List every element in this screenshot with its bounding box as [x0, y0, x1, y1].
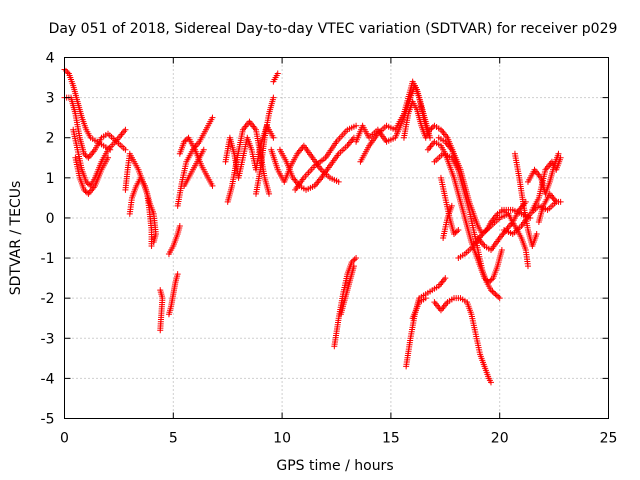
data-point — [524, 263, 531, 270]
data-point — [176, 222, 183, 229]
data-point — [453, 228, 460, 235]
data-point — [84, 180, 91, 187]
y-axis: -5 -4 -3 -2 -1 0 1 2 3 4 — [41, 51, 609, 428]
data-point — [348, 259, 355, 266]
y-axis-label: SDTVAR / TECUs — [8, 181, 24, 296]
y-tick-label: -4 — [41, 371, 55, 387]
x-tick-label: 0 — [60, 431, 69, 447]
data-point — [493, 292, 500, 299]
data-point — [335, 178, 342, 185]
data-point — [350, 263, 357, 270]
y-tick-label: 4 — [46, 51, 55, 67]
data-point — [270, 94, 277, 101]
y-tick-label: 2 — [46, 131, 55, 147]
x-tick-label: 10 — [273, 431, 291, 447]
data-point — [184, 136, 191, 143]
data-point — [157, 327, 164, 334]
data-point — [82, 188, 89, 195]
x-tick-label: 5 — [169, 431, 178, 447]
data-point — [64, 69, 71, 76]
data-point — [351, 256, 358, 263]
data-point — [148, 243, 155, 250]
data-point — [105, 154, 112, 161]
data-point — [492, 291, 499, 298]
data-point — [81, 186, 88, 193]
x-tick-label: 25 — [600, 431, 618, 447]
data-point — [452, 229, 459, 236]
data-point — [496, 295, 503, 302]
data-point — [448, 202, 455, 209]
chart-title: Day 051 of 2018, Sidereal Day-to-day VTE… — [49, 21, 618, 37]
data-point — [353, 255, 360, 262]
data-point — [86, 181, 93, 188]
data-point — [557, 154, 564, 161]
x-axis: 0 5 10 15 20 25 — [60, 57, 618, 447]
data-point — [150, 239, 157, 246]
data-point — [489, 288, 496, 295]
data-point — [498, 247, 505, 254]
data-point — [553, 198, 560, 205]
data-point — [487, 287, 494, 294]
data-point — [488, 276, 495, 283]
data-point — [209, 114, 216, 121]
data-point — [182, 137, 189, 144]
data-point — [200, 146, 207, 153]
x-tick-label: 20 — [491, 431, 509, 447]
data-point — [350, 257, 357, 264]
data-points — [61, 66, 564, 386]
x-axis-label: GPS time / hours — [276, 458, 393, 474]
data-point — [353, 122, 360, 129]
x-tick-label: 15 — [382, 431, 400, 447]
y-tick-label: -2 — [41, 291, 55, 307]
data-point — [181, 138, 188, 145]
y-tick-label: 1 — [46, 171, 55, 187]
data-point — [422, 295, 429, 302]
data-point — [266, 190, 273, 197]
data-point — [442, 275, 449, 282]
data-point — [81, 150, 88, 157]
data-point — [487, 379, 494, 386]
y-tick-label: -1 — [41, 251, 55, 267]
data-point — [122, 126, 129, 133]
y-tick-label: -3 — [41, 331, 55, 347]
data-point — [451, 230, 458, 237]
data-point — [428, 125, 435, 132]
data-point — [455, 166, 462, 173]
data-point — [555, 150, 562, 157]
data-point — [427, 126, 434, 133]
data-point — [62, 67, 69, 74]
data-point — [82, 152, 89, 159]
data-point — [83, 178, 90, 185]
data-point — [122, 146, 129, 153]
y-tick-label: 3 — [46, 91, 55, 107]
data-point — [174, 271, 181, 278]
y-tick-label: 0 — [46, 211, 55, 227]
data-point — [455, 226, 462, 233]
plot-frame — [64, 57, 609, 419]
y-tick-label: -5 — [41, 412, 55, 428]
data-point — [270, 134, 277, 141]
data-point — [490, 289, 497, 296]
data-point — [274, 70, 281, 77]
grid-lines — [64, 57, 609, 419]
data-point — [209, 182, 216, 189]
data-point — [533, 230, 540, 237]
data-point — [487, 277, 494, 284]
data-point — [495, 293, 502, 300]
